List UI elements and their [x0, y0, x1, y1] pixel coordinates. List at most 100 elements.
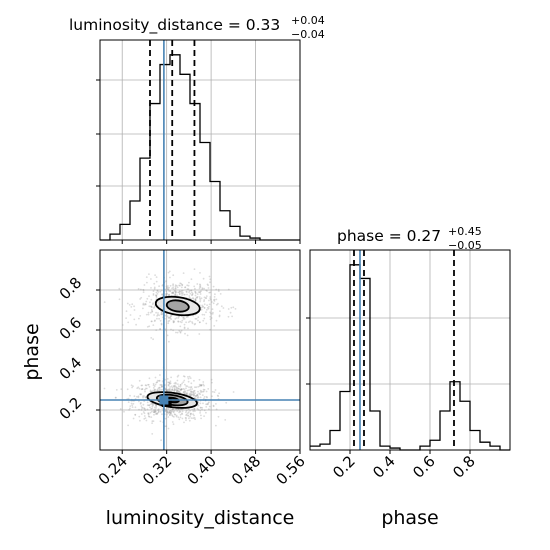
x-tick-label-phase: 0.4	[369, 452, 399, 482]
scatter-point	[152, 387, 155, 389]
title-phase-sub: −0.05	[448, 239, 482, 252]
scatter-point	[129, 407, 131, 410]
scatter-point	[196, 295, 199, 298]
scatter-point	[177, 387, 180, 390]
scatter-point	[168, 319, 171, 322]
scatter-point	[196, 397, 199, 399]
scatter-point	[211, 308, 214, 311]
scatter-point	[115, 389, 118, 391]
scatter-point	[149, 301, 151, 304]
scatter-point	[155, 280, 158, 283]
scatter-point	[126, 302, 129, 305]
scatter-point	[196, 394, 199, 397]
scatter-point	[169, 386, 172, 388]
scatter-point	[180, 388, 183, 391]
scatter-point	[142, 291, 145, 293]
y-tick-label-phase: 0.8	[56, 274, 86, 304]
scatter-point	[183, 293, 185, 296]
scatter-point	[170, 412, 172, 415]
scatter-point	[164, 388, 167, 391]
scatter-point	[142, 303, 145, 306]
scatter-point	[195, 394, 198, 397]
scatter-point	[190, 390, 192, 393]
scatter-point	[169, 276, 171, 279]
scatter-point	[209, 318, 212, 321]
scatter-point	[188, 389, 190, 392]
scatter-point	[125, 310, 128, 313]
scatter-point	[142, 395, 144, 398]
scatter-point	[170, 328, 172, 331]
scatter-point	[140, 405, 143, 407]
scatter-point	[160, 311, 163, 314]
scatter-point	[180, 389, 182, 391]
scatter-point	[157, 411, 160, 414]
scatter-point	[161, 407, 164, 409]
scatter-point	[202, 390, 205, 393]
scatter-point	[177, 291, 180, 294]
scatter-point	[177, 383, 179, 385]
scatter-point	[202, 319, 205, 322]
scatter-point	[174, 318, 177, 320]
scatter-point	[181, 412, 183, 415]
scatter-point	[146, 387, 148, 390]
scatter-point	[154, 413, 157, 415]
scatter-point	[183, 392, 186, 395]
scatter-point	[188, 394, 191, 397]
scatter-point	[159, 328, 162, 331]
scatter-point	[192, 417, 195, 420]
scatter-point	[160, 388, 163, 391]
scatter-point	[147, 383, 150, 386]
scatter-point	[182, 318, 185, 320]
scatter-point	[200, 391, 202, 394]
scatter-point	[166, 411, 169, 414]
scatter-point	[181, 417, 184, 420]
scatter-point	[206, 403, 209, 405]
scatter-point	[152, 420, 155, 422]
scatter-point	[200, 417, 203, 420]
scatter-point	[130, 384, 133, 387]
scatter-point	[176, 331, 179, 334]
scatter-point	[166, 389, 169, 391]
scatter-point	[152, 338, 155, 341]
scatter-point	[143, 415, 146, 417]
scatter-point	[198, 291, 201, 293]
scatter-point	[137, 396, 140, 399]
scatter-point	[189, 394, 192, 397]
scatter-point	[156, 289, 159, 292]
y-tick-labels-phase: 0.2 0.4 0.6 0.8	[56, 274, 86, 424]
scatter-point	[186, 288, 189, 290]
scatter-point	[174, 294, 177, 297]
scatter-point	[152, 382, 155, 385]
scatter-point	[152, 384, 155, 387]
scatter-point	[179, 331, 182, 334]
scatter-point	[149, 403, 152, 406]
scatter-point	[203, 384, 205, 387]
scatter-point	[165, 294, 167, 297]
scatter-point	[189, 388, 192, 391]
scatter-point	[185, 409, 188, 412]
scatter-point	[178, 284, 181, 287]
scatter-point	[193, 379, 195, 382]
scatter-point	[207, 402, 210, 405]
scatter-point	[172, 283, 175, 285]
scatter-point	[215, 298, 218, 301]
scatter-point	[218, 315, 221, 318]
scatter-point	[203, 306, 206, 309]
scatter-point	[160, 386, 163, 388]
scatter-point	[167, 322, 170, 325]
scatter-point	[161, 385, 164, 388]
scatter-point	[147, 413, 150, 416]
scatter-point	[134, 414, 137, 416]
scatter-point	[139, 402, 142, 405]
scatter-point	[143, 418, 146, 420]
scatter-point	[172, 321, 175, 324]
scatter-point	[191, 292, 194, 295]
scatter-point	[171, 389, 174, 391]
scatter-point	[211, 395, 213, 398]
scatter-point	[157, 387, 160, 390]
scatter-point	[140, 401, 142, 404]
scatter-point	[209, 278, 212, 281]
scatter-point	[187, 412, 189, 415]
scatter-point	[171, 386, 174, 389]
scatter-point	[176, 389, 179, 392]
